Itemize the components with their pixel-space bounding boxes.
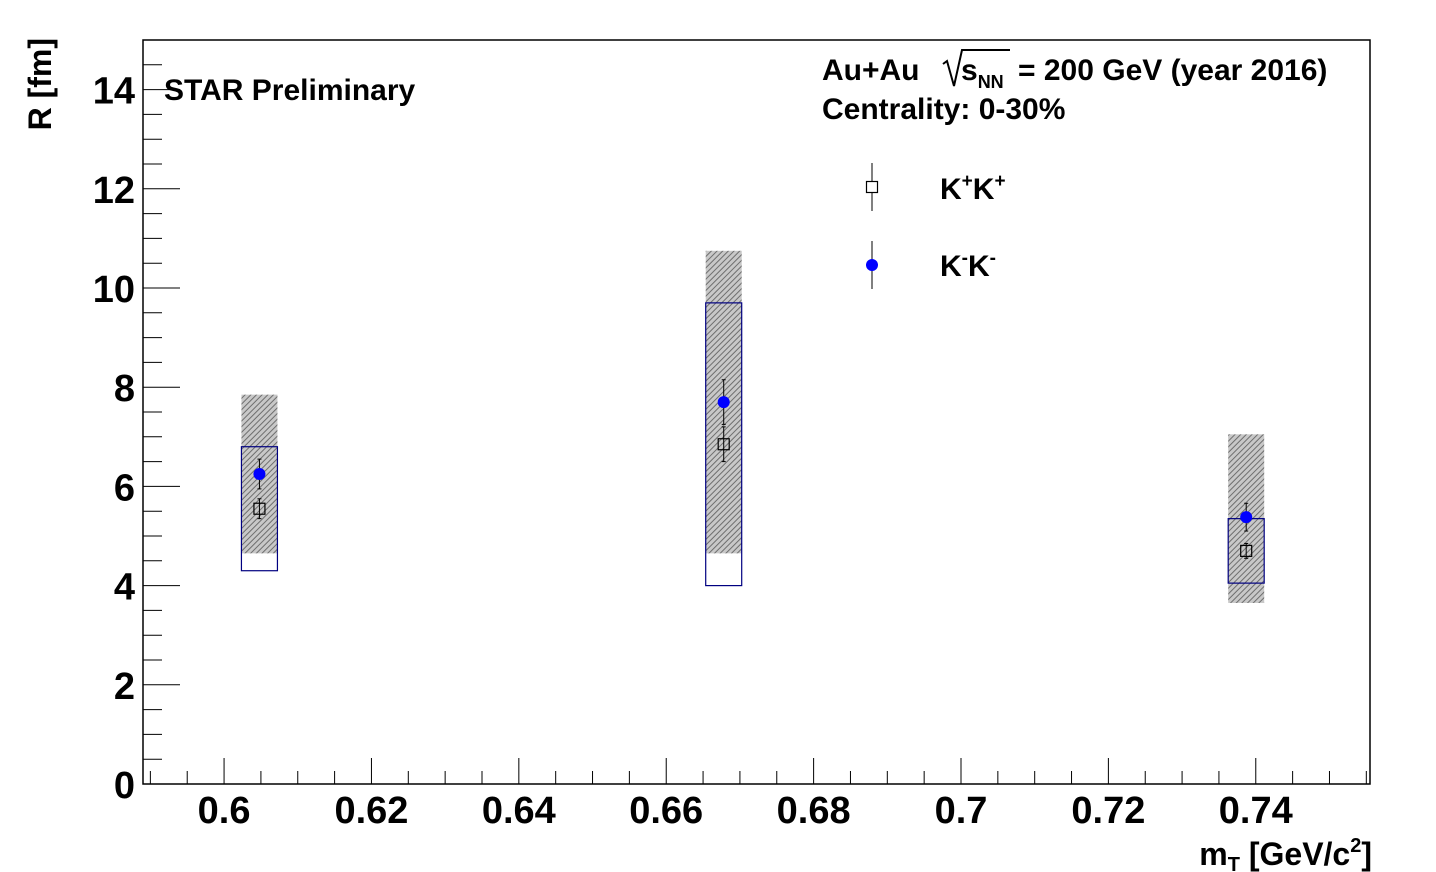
sqrt-symbol: [942, 49, 1010, 87]
kplus-systematic-box: [240, 446, 279, 572]
kminus-data-point: [717, 396, 730, 409]
x-tick-label: 0.74: [1219, 790, 1293, 832]
svg-text:Au+Au: Au+Au: [822, 54, 920, 87]
kminus-data-point: [253, 468, 266, 480]
kplus-data-point: [717, 438, 730, 451]
x-tick-label: 0.62: [334, 790, 408, 832]
centrality-label: Centrality: 0-30%: [822, 93, 1065, 126]
y-tick-label: 2: [114, 666, 135, 708]
x-tick-label: 0.7: [935, 790, 988, 832]
y-tick-label: 12: [93, 170, 135, 212]
x-tick-label: 0.64: [482, 790, 556, 832]
x-tick-label: 0.6: [198, 790, 251, 832]
y-tick-label: 0: [114, 765, 135, 807]
kplus-systematic-box: [705, 302, 743, 587]
svg-text:sNN: sNN: [961, 54, 1004, 92]
x-tick-label: 0.72: [1071, 790, 1145, 832]
legend-entry-kplus: K+K+: [865, 163, 1006, 211]
legend-kminus-label: K-K-: [940, 248, 996, 283]
svg-text:= 200 GeV (year 2016): = 200 GeV (year 2016): [1018, 54, 1327, 87]
y-tick-label: 10: [93, 269, 135, 311]
x-axis: 0.6 0.62 0.64 0.66 0.68 0.7 0.72 0.74: [149, 758, 1367, 832]
y-tick-label: 6: [114, 467, 135, 509]
data-markers: [253, 396, 1253, 557]
legend: K+K+ K-K-: [865, 163, 1006, 289]
legend-kminus-marker: [866, 259, 878, 271]
y-axis: 0 2 4 6 8 10 12 14: [93, 39, 180, 807]
kplus-data-point: [253, 502, 266, 515]
legend-entry-kminus: K-K-: [866, 241, 996, 289]
y-tick-label: 14: [93, 71, 135, 113]
kplus-data-point: [1240, 544, 1253, 557]
y-tick-label: 8: [114, 368, 135, 410]
x-tick-label: 0.68: [777, 790, 851, 832]
y-axis-title: R [fm]: [22, 38, 58, 130]
legend-kplus-label: K+K+: [940, 171, 1006, 206]
x-tick-label: 0.66: [629, 790, 703, 832]
y-tick-label: 4: [114, 567, 135, 609]
kminus-data-point: [1240, 511, 1253, 524]
legend-kplus-marker: [865, 180, 879, 194]
star-preliminary-label: STAR Preliminary: [164, 74, 416, 107]
x-axis-title: mT [GeV/c2]: [1199, 835, 1372, 872]
collision-system-label: Au+Au sNN = 200 GeV (year 2016): [822, 49, 1327, 92]
